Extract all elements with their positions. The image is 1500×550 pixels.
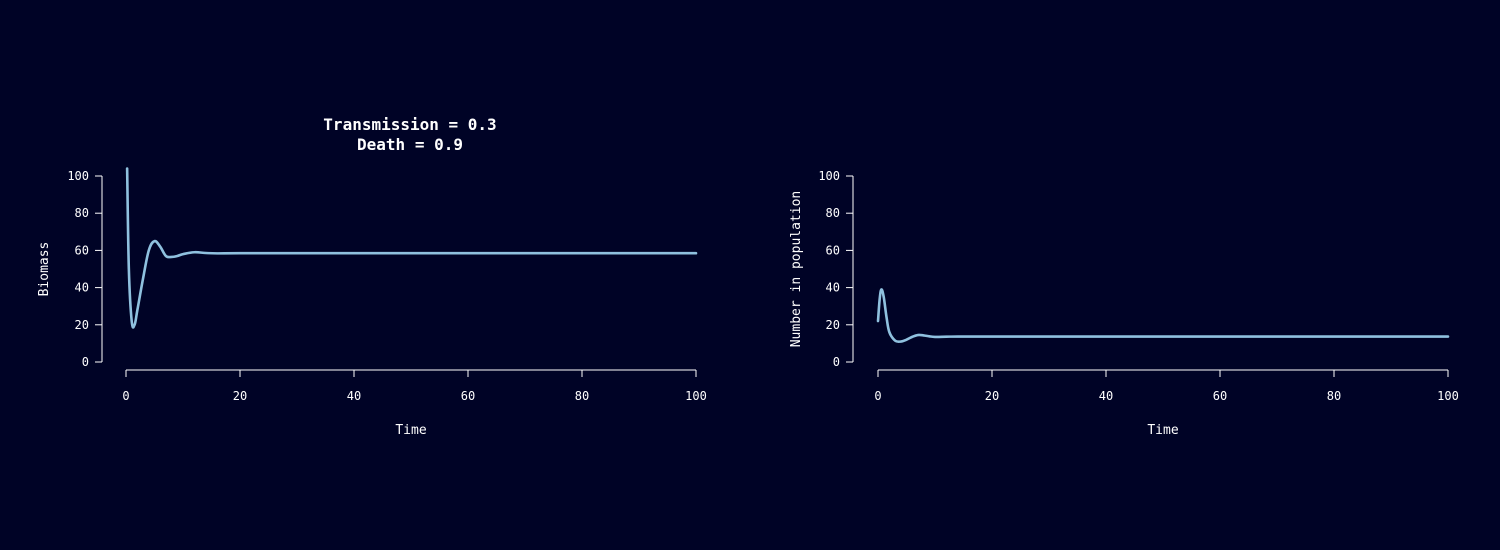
y-tick-label: 40 (826, 281, 840, 295)
x-tick-label: 80 (575, 389, 589, 403)
y-axis-label: Number in population (789, 191, 804, 348)
y-tick-label: 20 (826, 318, 840, 332)
y-tick-label: 80 (826, 206, 840, 220)
y-tick-label: 100 (818, 169, 840, 183)
x-tick-label: 60 (461, 389, 475, 403)
title-line-2: Death = 0.9 (357, 135, 463, 154)
y-tick-label: 40 (75, 281, 89, 295)
x-tick-label: 0 (874, 389, 881, 403)
chart-panel-2: 0 20 40 60 80 100 0 20 40 60 80 100 Time Number in po… (789, 169, 1459, 438)
x-tick-label: 40 (347, 389, 361, 403)
x-tick-label: 40 (1099, 389, 1113, 403)
x-tick-label: 80 (1327, 389, 1341, 403)
x-axis-label: Time (395, 423, 426, 438)
y-tick-label: 80 (75, 206, 89, 220)
x-tick-label: 60 (1213, 389, 1227, 403)
y-tick-label: 20 (75, 318, 89, 332)
y-axis-label: Biomass (37, 242, 52, 297)
x-tick-label: 100 (1437, 389, 1459, 403)
chart-panel-1: 0 20 40 60 80 100 0 20 40 60 80 100 Time Biomass (37, 167, 707, 438)
x-tick-label: 0 (122, 389, 129, 403)
series-line-1 (876, 288, 1450, 344)
title-line-1: Transmission = 0.3 (323, 115, 496, 134)
y-tick-label: 0 (82, 355, 89, 369)
x-tick-label: 20 (985, 389, 999, 403)
x-axis-label: Time (1147, 423, 1178, 438)
y-tick-label: 60 (826, 243, 840, 257)
x-tick-label: 20 (233, 389, 247, 403)
y-tick-label: 100 (67, 169, 89, 183)
y-tick-label: 0 (833, 355, 840, 369)
y-tick-label: 60 (75, 243, 89, 257)
x-tick-label: 100 (685, 389, 707, 403)
series-line-1 (125, 167, 698, 329)
